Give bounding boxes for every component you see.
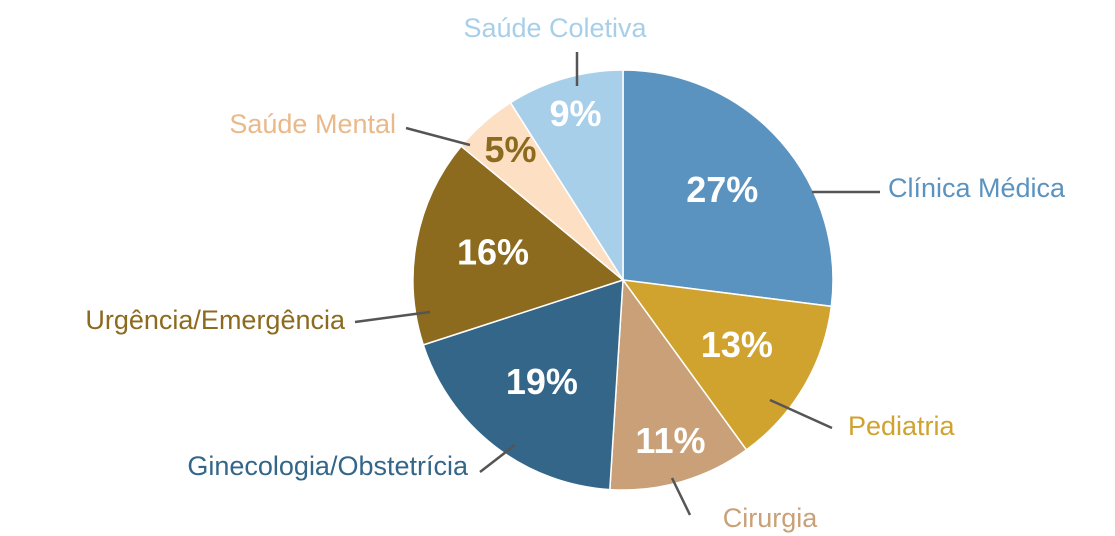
leader-line: [670, 477, 692, 516]
category-label: Urgência/Emergência: [85, 305, 346, 335]
value-label: 11%: [635, 420, 705, 461]
value-label: 13%: [701, 324, 773, 365]
pie-slice: [622, 69, 834, 308]
value-label: 27%: [686, 169, 758, 210]
value-label: 19%: [506, 361, 578, 402]
category-label: Clínica Médica: [888, 173, 1066, 203]
leader-line: [405, 126, 471, 147]
value-label: 9%: [550, 93, 602, 134]
pie-slice: [609, 277, 748, 491]
category-label: Ginecologia/Obstetrícia: [187, 451, 469, 481]
category-label: Saúde Mental: [229, 109, 396, 139]
leader-line: [354, 310, 431, 324]
category-label: Cirurgia: [723, 503, 819, 533]
leader-line: [479, 444, 516, 473]
pie-slice: [621, 279, 833, 451]
pie-slice: [412, 145, 625, 346]
pie-slice: [422, 278, 624, 491]
category-label: Saúde Coletiva: [463, 13, 647, 43]
value-label: 16%: [457, 232, 529, 273]
category-label: Pediatria: [848, 411, 956, 441]
leader-line: [769, 398, 833, 430]
pie-slice: [509, 69, 624, 283]
value-label: 5%: [484, 129, 536, 170]
